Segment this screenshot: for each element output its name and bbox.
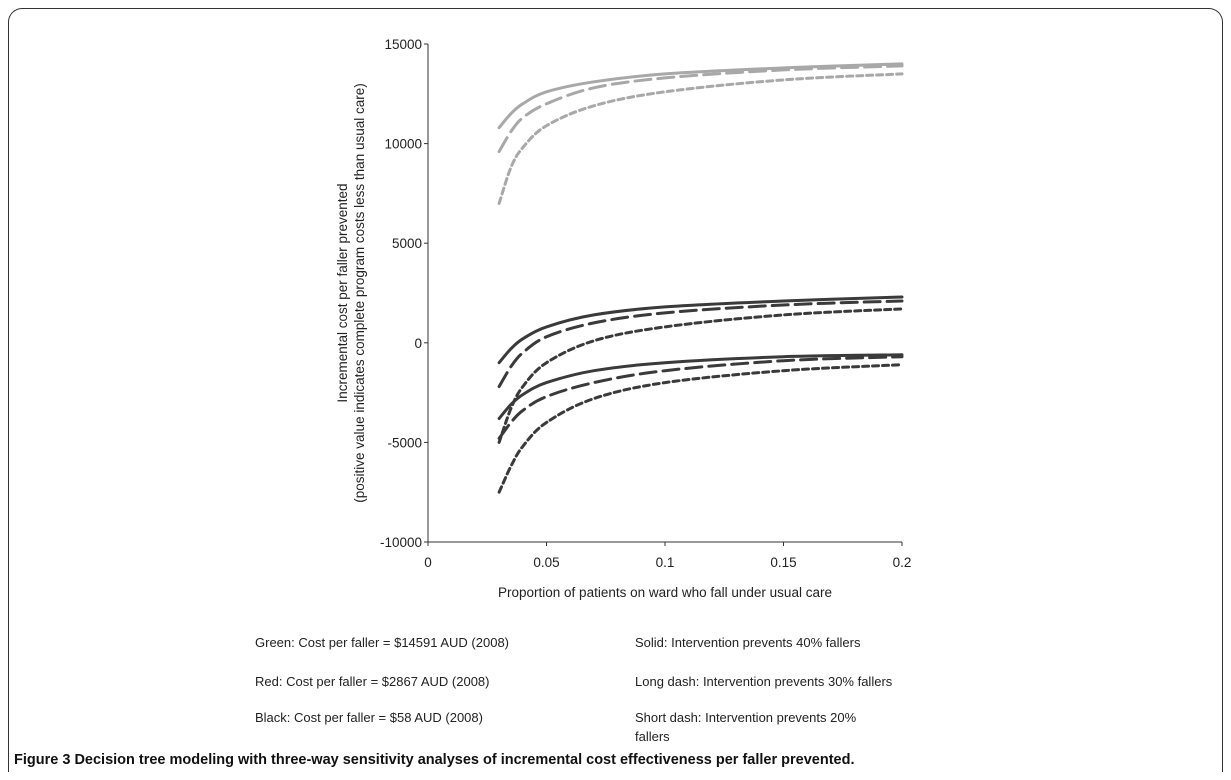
- figure-caption-text: Decision tree modeling with three-way se…: [74, 752, 855, 768]
- legend-style-short-dash: Short dash: Intervention prevents 20% fa…: [635, 710, 857, 744]
- x-tick-label: 0.2: [893, 555, 912, 570]
- x-tick-label: 0.05: [533, 555, 559, 570]
- legend-color-red: Red: Cost per faller = $2867 AUD (2008): [255, 674, 490, 689]
- x-tick-label: 0.15: [770, 555, 796, 570]
- series-line-green-solid: [497, 62, 904, 130]
- chart-axes: -10000 -5000 0 5000 10000 15000 0 0.05 0.1 0.15 0.…: [380, 37, 911, 570]
- y-tick-label: -10000: [380, 535, 422, 550]
- series-line-red-long-dash: [497, 299, 904, 389]
- y-tick-label: 0: [414, 336, 422, 351]
- y-axis-label-line-1: Incremental cost per faller prevented: [335, 183, 350, 402]
- chart-series-layer: [497, 62, 904, 494]
- y-axis-label-line-2: (positive value indicates complete progr…: [352, 83, 367, 502]
- series-line-black-short-dash: [497, 363, 904, 494]
- series-line-green-short-dash: [497, 72, 904, 205]
- legend-style-solid: Solid: Intervention prevents 40% fallers: [635, 635, 861, 650]
- figure-frame: [8, 8, 1223, 772]
- legend-color-green: Green: Cost per faller = $14591 AUD (200…: [255, 635, 510, 650]
- y-tick-label: -5000: [387, 435, 422, 450]
- series-line-red-solid: [497, 295, 904, 365]
- y-tick-label: 10000: [384, 137, 422, 152]
- y-tick-label: 15000: [384, 37, 422, 52]
- series-line-green-long-dash: [497, 64, 904, 154]
- x-tick-label: 0.1: [656, 555, 675, 570]
- legend-style-long-dash: Long dash: Intervention prevents 30% fal…: [635, 674, 893, 689]
- series-line-black-solid: [497, 353, 904, 420]
- line-chart: -10000 -5000 0 5000 10000 15000 0 0.05 0.1 0.15 0.…: [335, 37, 911, 600]
- figure-caption-label: Figure 3: [14, 752, 71, 768]
- x-axis-label: Proportion of patients on ward who fall …: [498, 585, 832, 600]
- y-tick-label: 5000: [392, 236, 422, 251]
- series-line-black-long-dash: [497, 355, 904, 440]
- x-tick-label: 0: [424, 555, 432, 570]
- series-line-red-short-dash: [497, 307, 904, 444]
- figure-caption: Figure 3 Decision tree modeling with thr…: [14, 752, 855, 768]
- legend-color-black: Black: Cost per faller = $58 AUD (2008): [255, 710, 483, 725]
